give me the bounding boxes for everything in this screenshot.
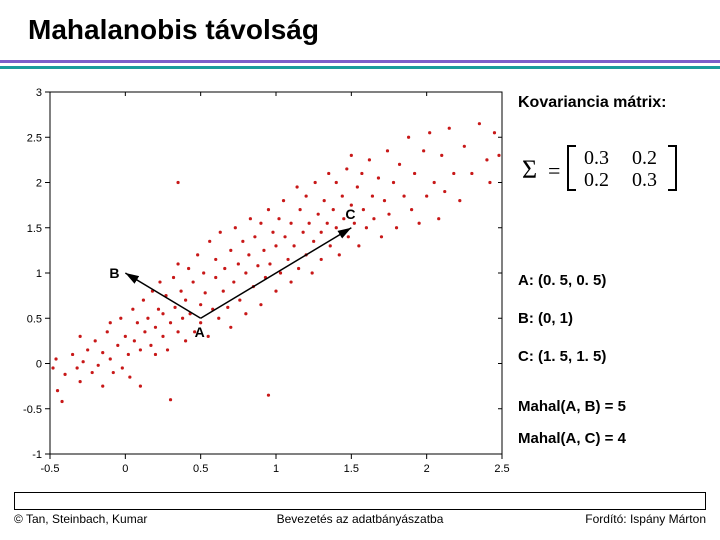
slide-title: Mahalanobis távolság [28, 14, 319, 46]
footer-right: Fordító: Ispány Márton [585, 512, 706, 526]
matrix-a11: 0.3 [584, 147, 609, 169]
footer-box [14, 492, 706, 510]
svg-text:1.5: 1.5 [344, 463, 359, 475]
svg-text:-1: -1 [32, 449, 42, 461]
coords-B: B: (0, 1) [518, 310, 573, 327]
slide: Mahalanobis távolság -0.500.511.522.5-1-… [0, 0, 720, 540]
svg-text:1: 1 [36, 268, 42, 280]
covariance-label: Kovariancia mátrix: [518, 94, 667, 112]
mahal-AC: Mahal(A, C) = 4 [518, 430, 626, 447]
chart-svg: -0.5 0 0.5 1 1.5 2 2.5 -1 -0.5 0 0.5 1 1.5 2 2.5 3 [12, 84, 512, 484]
scatter-chart: -0.500.511.522.5-1-0.500.511.522.53 A B … [12, 84, 512, 484]
svg-text:1: 1 [273, 463, 279, 475]
coords-A: A: (0. 5, 0. 5) [518, 272, 606, 289]
svg-text:-0.5: -0.5 [41, 463, 60, 475]
svg-text:0: 0 [122, 463, 128, 475]
svg-text:2.5: 2.5 [27, 132, 42, 144]
mahal-AB: Mahal(A, B) = 5 [518, 398, 626, 415]
sigma-glyph: Σ [522, 155, 537, 184]
svg-text:2: 2 [36, 178, 42, 190]
coords-C: C: (1. 5, 1. 5) [518, 348, 606, 365]
svg-text:-0.5: -0.5 [23, 404, 42, 416]
rule-teal [0, 66, 720, 69]
svg-text:2.5: 2.5 [494, 463, 509, 475]
svg-text:0.5: 0.5 [193, 463, 208, 475]
matrix-a22: 0.3 [632, 169, 657, 191]
matrix-a21: 0.2 [584, 169, 609, 191]
covariance-matrix: Σ = 0.3 0.2 0.2 0.3 [518, 140, 708, 196]
matrix-a12: 0.2 [632, 147, 657, 169]
svg-text:3: 3 [36, 87, 42, 99]
svg-text:0: 0 [36, 359, 42, 371]
svg-text:=: = [548, 158, 560, 183]
svg-text:2: 2 [424, 463, 430, 475]
svg-text:0.5: 0.5 [27, 313, 42, 325]
svg-text:1.5: 1.5 [27, 223, 42, 235]
